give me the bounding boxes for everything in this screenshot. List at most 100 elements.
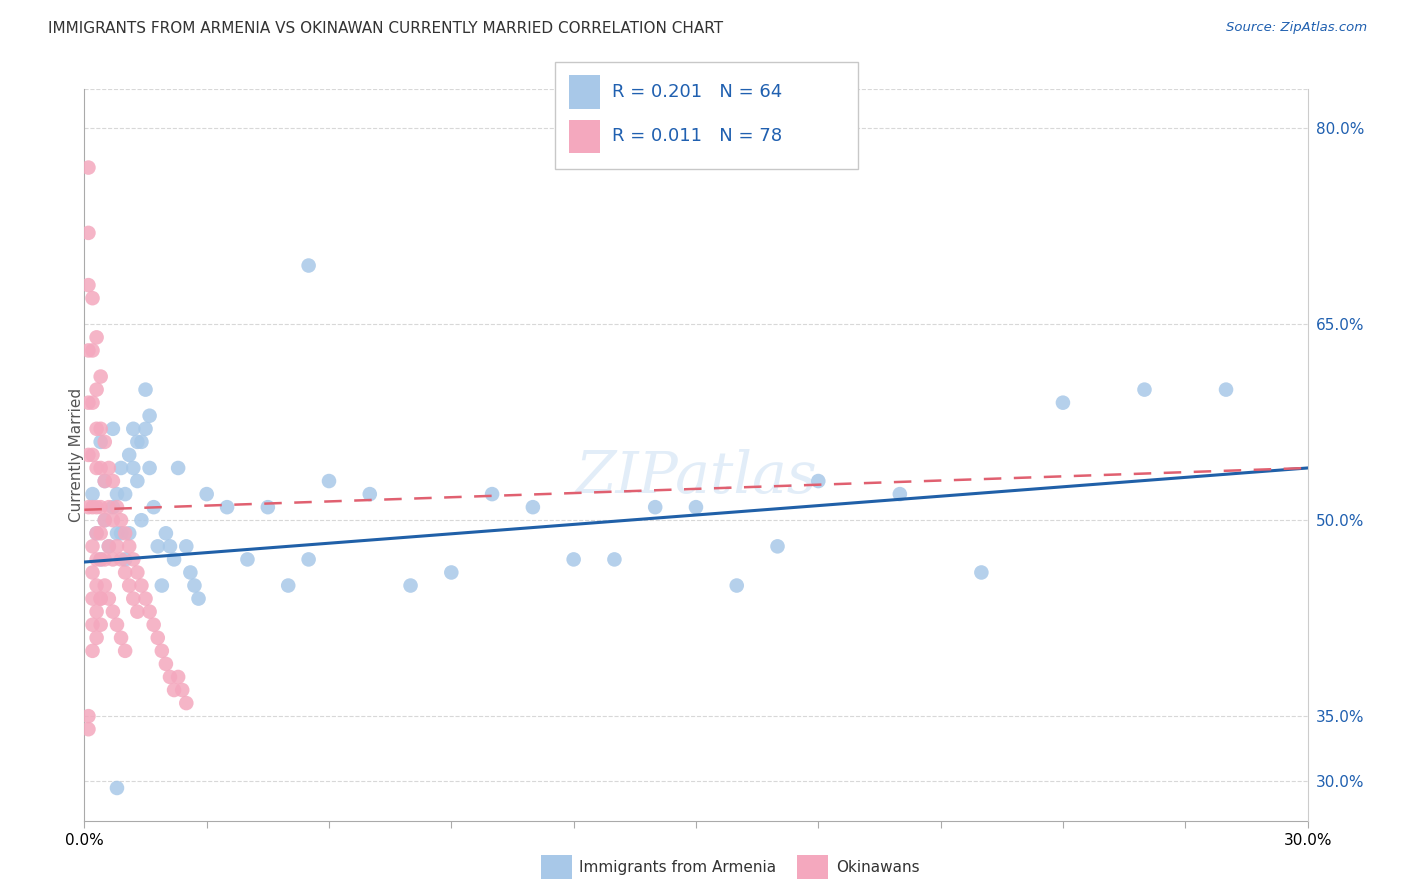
Text: Source: ZipAtlas.com: Source: ZipAtlas.com xyxy=(1226,21,1367,35)
Point xyxy=(257,500,280,515)
Point xyxy=(90,461,112,475)
Point xyxy=(82,644,104,658)
Point xyxy=(97,500,120,515)
Point xyxy=(183,578,205,592)
Point xyxy=(101,552,124,566)
Point xyxy=(93,578,115,592)
Point xyxy=(122,461,145,475)
Point xyxy=(159,670,181,684)
Point xyxy=(82,539,104,553)
Point xyxy=(127,605,149,619)
Point xyxy=(135,422,157,436)
Y-axis label: Currently Married: Currently Married xyxy=(69,388,83,522)
Point xyxy=(110,631,132,645)
Point xyxy=(105,500,128,515)
Point xyxy=(101,474,124,488)
Point xyxy=(90,617,112,632)
Point xyxy=(86,552,108,566)
Point xyxy=(725,578,748,592)
Point xyxy=(167,670,190,684)
Text: IMMIGRANTS FROM ARMENIA VS OKINAWAN CURRENTLY MARRIED CORRELATION CHART: IMMIGRANTS FROM ARMENIA VS OKINAWAN CURR… xyxy=(48,21,723,37)
Point xyxy=(114,566,136,580)
Point xyxy=(77,226,100,240)
Point xyxy=(131,513,153,527)
Point xyxy=(1052,395,1074,409)
Point xyxy=(127,474,149,488)
Point xyxy=(105,539,128,553)
Point xyxy=(93,513,115,527)
Point xyxy=(195,487,218,501)
Point xyxy=(86,631,108,645)
Point xyxy=(174,539,197,553)
Point xyxy=(114,552,136,566)
Point xyxy=(114,644,136,658)
Point xyxy=(359,487,381,501)
Point xyxy=(101,513,124,527)
Point xyxy=(163,552,186,566)
Point xyxy=(90,552,112,566)
Point xyxy=(118,526,141,541)
Point xyxy=(86,500,108,515)
Point xyxy=(127,566,149,580)
Text: Okinawans: Okinawans xyxy=(837,860,920,874)
Point xyxy=(77,723,100,737)
Point xyxy=(93,474,115,488)
Point xyxy=(114,526,136,541)
Point xyxy=(97,539,120,553)
Point xyxy=(481,487,503,501)
Point xyxy=(101,422,124,436)
Point xyxy=(138,605,160,619)
Point xyxy=(90,552,112,566)
Point xyxy=(82,566,104,580)
Point xyxy=(122,591,145,606)
Point xyxy=(135,383,157,397)
Point xyxy=(90,369,112,384)
Point xyxy=(150,644,173,658)
Point xyxy=(1215,383,1237,397)
Point xyxy=(77,343,100,358)
Point xyxy=(163,683,186,698)
Point xyxy=(86,526,108,541)
Point xyxy=(82,591,104,606)
Point xyxy=(118,578,141,592)
Point xyxy=(105,526,128,541)
Point xyxy=(644,500,666,515)
Point xyxy=(110,513,132,527)
Point xyxy=(807,474,830,488)
Point xyxy=(90,591,112,606)
Point xyxy=(131,434,153,449)
Point xyxy=(105,487,128,501)
Point xyxy=(155,657,177,671)
Point xyxy=(522,500,544,515)
Point xyxy=(110,461,132,475)
Point xyxy=(93,434,115,449)
Point xyxy=(318,474,340,488)
Point xyxy=(135,591,157,606)
Point xyxy=(86,383,108,397)
Point xyxy=(90,434,112,449)
Point xyxy=(86,578,108,592)
Point xyxy=(118,539,141,553)
Point xyxy=(86,330,108,344)
Point xyxy=(77,395,100,409)
Point xyxy=(90,422,112,436)
Point xyxy=(82,448,104,462)
Point xyxy=(766,539,789,553)
Point xyxy=(82,395,104,409)
Point xyxy=(82,617,104,632)
Point xyxy=(77,500,100,515)
Point xyxy=(172,683,194,698)
Point xyxy=(236,552,259,566)
Point xyxy=(155,526,177,541)
Point xyxy=(138,461,160,475)
Point xyxy=(146,631,169,645)
Point xyxy=(150,578,173,592)
Point xyxy=(142,500,165,515)
Point xyxy=(685,500,707,515)
Point xyxy=(122,552,145,566)
Point xyxy=(1133,383,1156,397)
Point xyxy=(174,696,197,710)
Point xyxy=(93,513,115,527)
Point xyxy=(146,539,169,553)
Point xyxy=(167,461,190,475)
